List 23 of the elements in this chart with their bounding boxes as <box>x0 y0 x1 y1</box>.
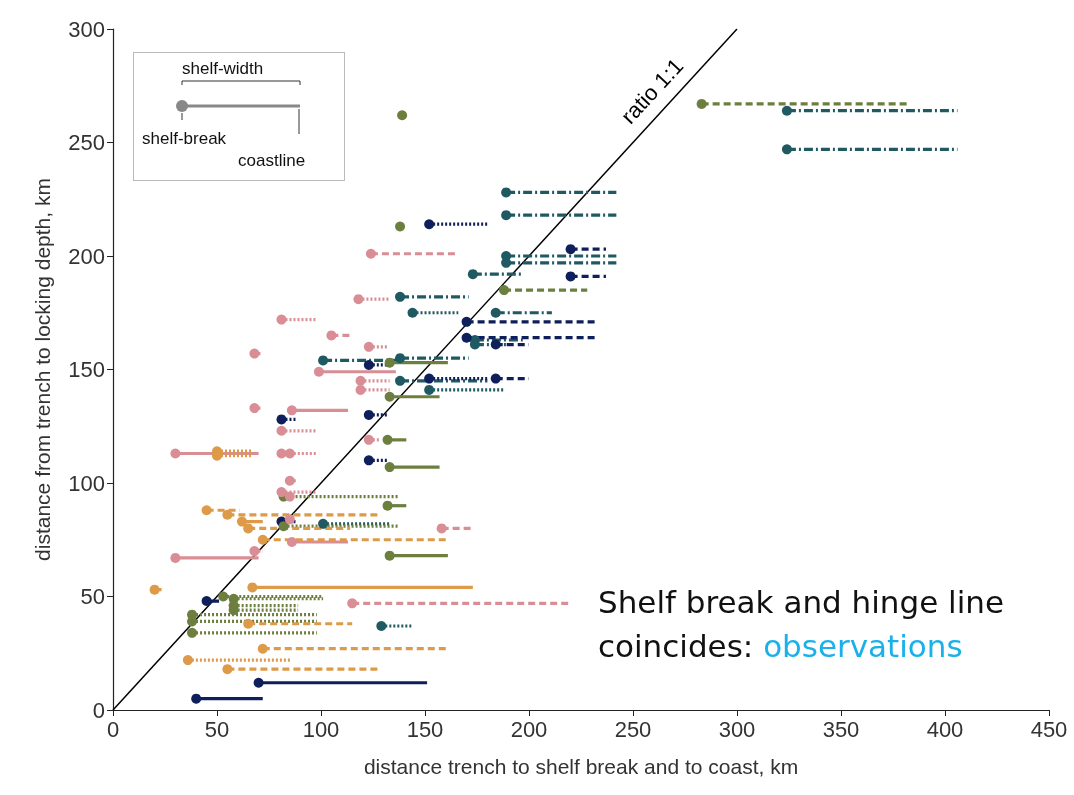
x-tick-label: 300 <box>718 716 756 742</box>
y-axis-title: distance from trench to locking depth, km <box>31 178 54 561</box>
annotation: coastline <box>238 151 306 171</box>
y-tick-label: 300 <box>68 16 105 42</box>
y-tick-label: 250 <box>68 130 105 155</box>
x-axis-title: distance trench to shelf break and to coast, km <box>363 755 799 778</box>
annotation: shelf-width <box>182 59 264 79</box>
x-tick-label: 150 <box>406 716 444 742</box>
y-tick-label: 200 <box>68 243 105 269</box>
text: ratio 1:1 <box>615 53 689 129</box>
x-tick-label: 100 <box>302 716 340 742</box>
y-tick-label: 100 <box>68 470 105 496</box>
x-tick-label: 450 <box>1030 716 1068 742</box>
y-tick-label: 0 <box>92 697 105 723</box>
x-tick-label: 200 <box>510 716 548 742</box>
x-tick-label: 250 <box>614 716 652 742</box>
x-tick-label: 400 <box>926 716 964 742</box>
annotation: shelf-break <box>142 129 227 149</box>
y-tick-label: 50 <box>80 584 105 609</box>
annotation: Shelf break and hinge line coincides: observations <box>598 584 1005 664</box>
x-tick-label: 350 <box>822 716 860 742</box>
x-tick-label: 50 <box>204 716 230 742</box>
y-tick-label: 150 <box>68 357 105 382</box>
